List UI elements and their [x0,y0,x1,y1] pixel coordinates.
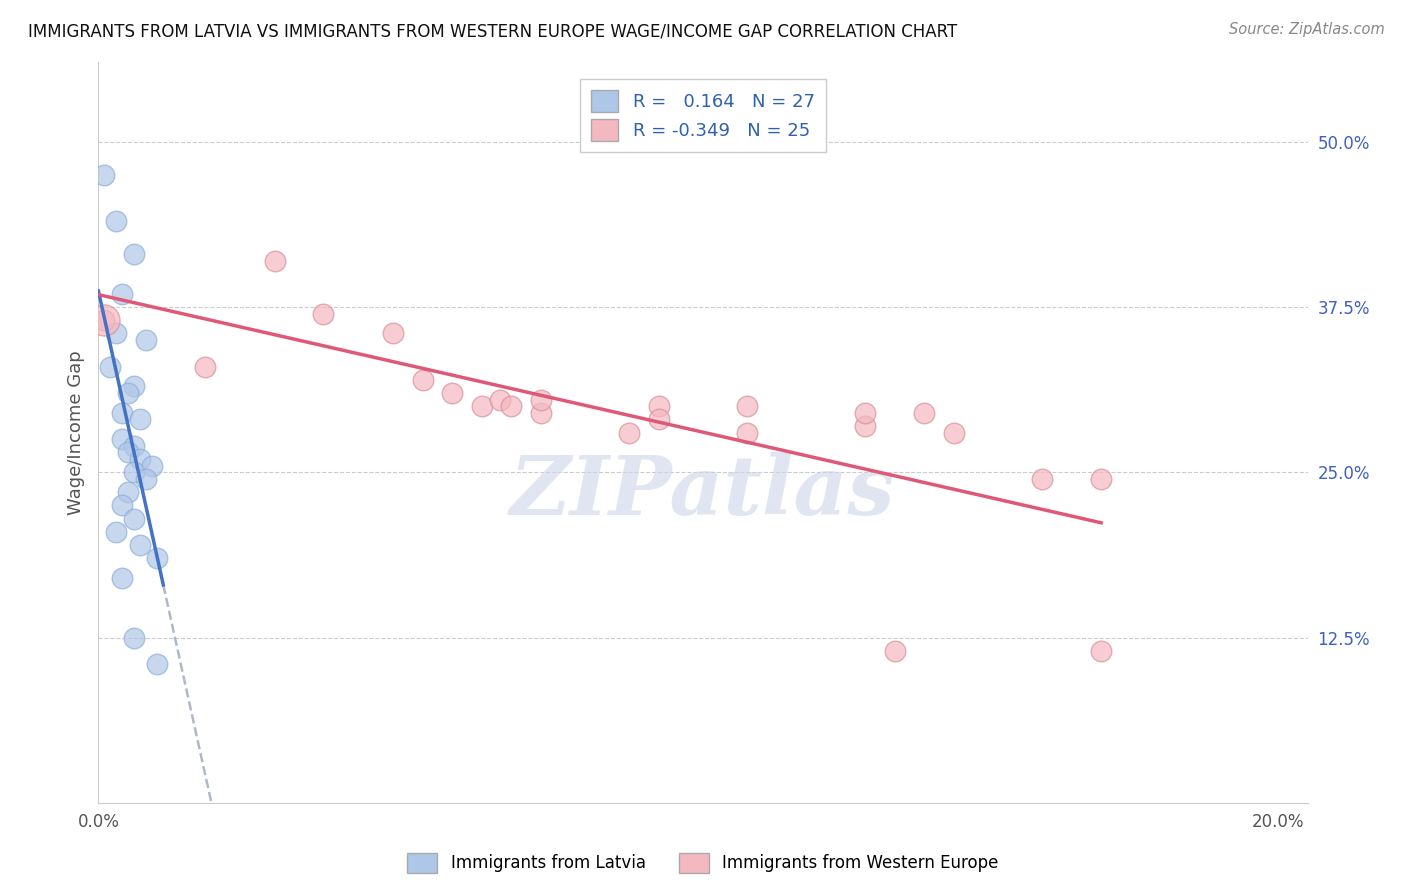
Point [194,359,217,374]
Point [128,412,150,426]
Point [128,538,150,552]
Point [122,631,145,645]
Point [735,425,758,440]
Point [128,452,150,467]
Point [111,286,134,301]
Text: IMMIGRANTS FROM LATVIA VS IMMIGRANTS FROM WESTERN EUROPE WAGE/INCOME GAP CORRELA: IMMIGRANTS FROM LATVIA VS IMMIGRANTS FRO… [28,22,957,40]
Point [93,313,115,327]
Point [93,168,115,182]
Point [117,386,139,401]
Point [648,399,671,413]
Point [883,644,905,658]
Point [105,214,128,228]
Legend: Immigrants from Latvia, Immigrants from Western Europe: Immigrants from Latvia, Immigrants from … [401,847,1005,880]
Point [111,406,134,420]
Point [93,313,115,327]
Point [412,373,434,387]
Point [98,359,121,374]
Point [441,386,464,401]
Point [912,406,935,420]
Point [1090,472,1112,486]
Point [382,326,405,341]
Point [1090,644,1112,658]
Point [146,551,169,566]
Point [135,333,157,347]
Point [146,657,169,671]
Point [501,399,523,413]
Point [122,511,145,525]
Text: ZIPatlas: ZIPatlas [510,452,896,532]
Point [122,465,145,479]
Point [117,445,139,459]
Legend: R =   0.164   N = 27, R = -0.349   N = 25: R = 0.164 N = 27, R = -0.349 N = 25 [581,78,825,152]
Text: Source: ZipAtlas.com: Source: ZipAtlas.com [1229,22,1385,37]
Point [853,406,876,420]
Point [105,326,128,341]
Point [488,392,510,407]
Point [111,499,134,513]
Point [942,425,965,440]
Point [264,253,287,268]
Point [471,399,494,413]
Point [853,419,876,434]
Point [105,524,128,539]
Point [530,392,553,407]
Point [141,458,163,473]
Y-axis label: Wage/Income Gap: Wage/Income Gap [66,351,84,515]
Point [648,412,671,426]
Point [530,406,553,420]
Point [619,425,641,440]
Point [111,432,134,446]
Point [735,399,758,413]
Point [1031,472,1053,486]
Point [122,439,145,453]
Point [135,472,157,486]
Point [111,571,134,585]
Point [117,485,139,500]
Point [122,379,145,393]
Point [311,307,333,321]
Point [122,247,145,261]
